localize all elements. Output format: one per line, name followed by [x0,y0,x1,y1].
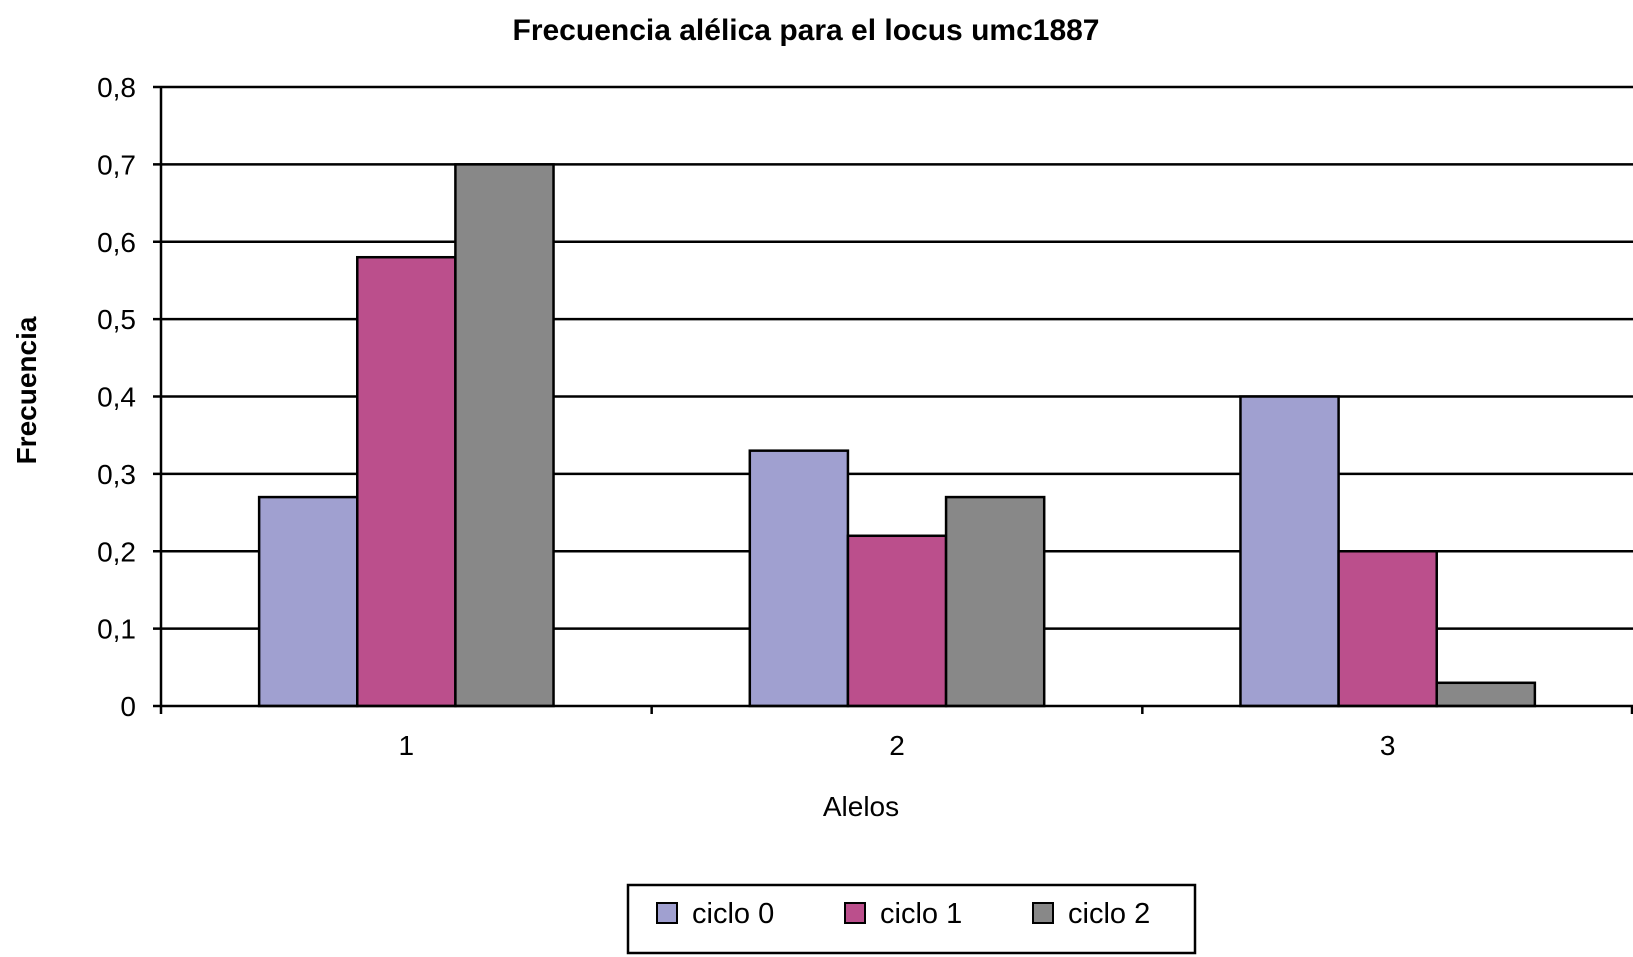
y-tick-label: 0 [120,691,136,722]
bar-ciclo-1-alelo-1 [356,255,457,708]
x-tick-label: 2 [889,730,905,761]
legend: ciclo 0 ciclo 1 ciclo 2 [626,883,1197,955]
legend-swatch [1032,902,1054,924]
y-tick-label: 0,7 [97,149,136,180]
legend-label: ciclo 1 [880,898,962,930]
bar-ciclo-0-alelo-3 [1239,395,1340,708]
y-tick-label: 0,1 [97,614,136,645]
legend-items: ciclo 0 ciclo 1 ciclo 2 [656,898,1150,930]
legend-swatch [656,902,678,924]
legend-box [626,883,1197,955]
bars [257,163,1537,708]
y-axis-ticks: 0 0,1 0,2 0,3 0,4 0,5 0,6 0,7 0,8 [97,72,161,722]
x-tick-label: 3 [1380,730,1396,761]
y-axis-label: Frecuencia [11,316,42,464]
bar-ciclo-0-alelo-1 [257,495,359,708]
bar-ciclo-2-alelo-2 [944,495,1046,708]
y-tick-label: 0,2 [97,536,136,567]
bar-ciclo-1-alelo-2 [846,534,948,708]
y-tick-label: 0,5 [97,304,136,335]
bar-ciclo-1-alelo-3 [1337,550,1438,708]
x-axis-label: Alelos [823,791,899,822]
y-tick-label: 0,3 [97,459,136,490]
bar-ciclo-0-alelo-2 [748,449,850,708]
bar-ciclo-2-alelo-1 [454,163,555,708]
legend-label: ciclo 2 [1068,898,1150,930]
legend-label: ciclo 0 [692,898,774,930]
legend-swatch [844,902,866,924]
y-tick-label: 0,4 [97,382,136,413]
x-tick-label: 1 [399,730,415,761]
y-tick-label: 0,6 [97,227,136,258]
chart-title: Frecuencia alélica para el locus umc1887 [513,14,1100,47]
y-tick-label: 0,8 [97,72,136,103]
x-axis-ticks: 1 2 3 [159,706,1633,761]
bar-ciclo-2-alelo-3 [1435,681,1537,708]
